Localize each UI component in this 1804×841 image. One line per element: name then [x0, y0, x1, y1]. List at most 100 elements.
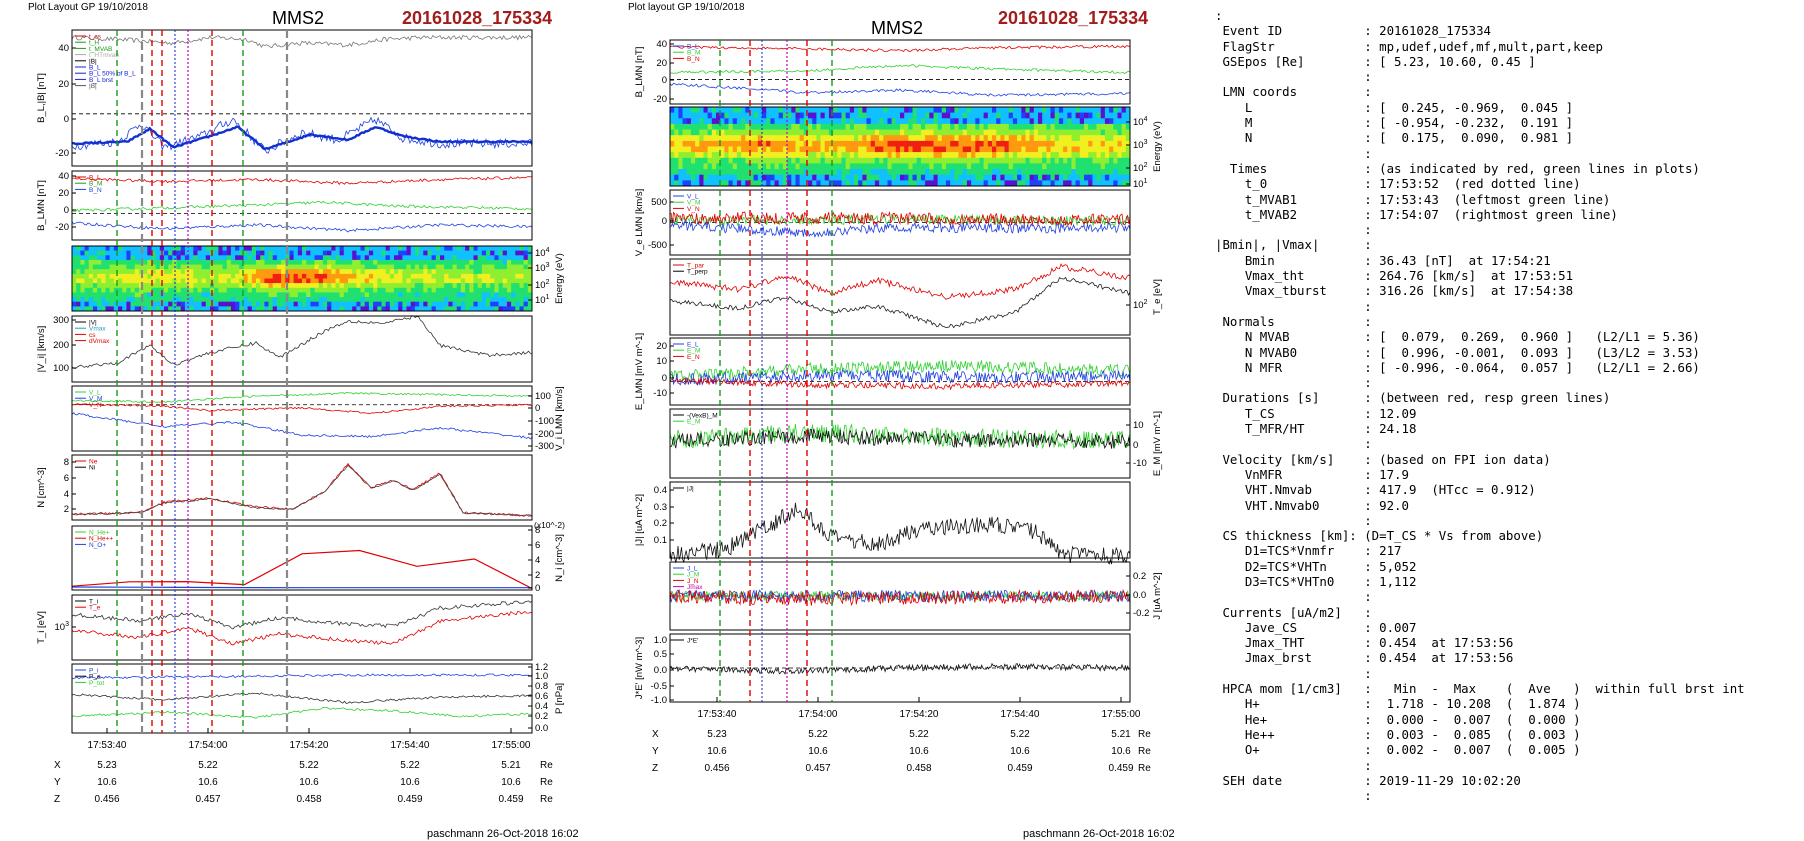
spectrogram-cell [1079, 123, 1085, 130]
spectrogram-cell [975, 140, 980, 147]
spectrogram-cell [682, 118, 688, 125]
spectrogram-cell [523, 292, 529, 298]
spectrogram-cell [481, 246, 487, 252]
spectrogram-cell [402, 292, 408, 298]
spectrogram-cell [97, 306, 102, 312]
spectrogram-cell [419, 250, 424, 256]
spectrogram-cell [1054, 129, 1060, 136]
spectrogram-cell [264, 269, 270, 275]
spectrogram-cell [147, 264, 152, 270]
spectrogram-cell [515, 306, 520, 312]
spectrogram-cell [118, 283, 123, 289]
spectrogram-cell [732, 180, 738, 187]
spectrogram-cell [515, 297, 520, 303]
spectrogram-cell [394, 255, 399, 261]
spectrogram-cell [297, 269, 303, 275]
spectrogram-cell [76, 259, 81, 265]
spectrogram-cell [1033, 152, 1039, 159]
spectrogram-cell [690, 123, 696, 130]
spectrogram-cell [159, 306, 165, 312]
spectrogram-cell [787, 129, 792, 136]
spectrogram-cell [678, 174, 684, 181]
spectrogram-cell [787, 157, 792, 164]
spectrogram-cell [912, 107, 918, 114]
spectrogram-cell [862, 118, 868, 125]
spectrogram-cell [465, 246, 470, 252]
spectrogram-cell [1063, 123, 1068, 130]
spectrogram-cell [762, 174, 767, 181]
ephemeris-value: 0.459 [397, 794, 422, 805]
spectrogram-cell [310, 264, 316, 270]
spectrogram-cell [423, 264, 428, 270]
spectrogram-cell [929, 129, 934, 136]
spectrogram-cell [695, 123, 700, 130]
y-scale-label: (x10^-2) [534, 520, 565, 530]
spectrogram-cell [841, 129, 847, 136]
spectrogram-cell [933, 118, 939, 125]
spectrogram-cell [1063, 169, 1068, 176]
spectrogram-cell [690, 163, 696, 170]
spectrogram-cell [473, 269, 479, 275]
spectrogram-cell [260, 273, 265, 279]
spectrogram-cell [795, 129, 801, 136]
spectrogram-cell [987, 135, 993, 142]
spectrogram-cell [716, 152, 721, 159]
spectrogram-cell [975, 169, 980, 176]
spectrogram-cell [870, 107, 876, 114]
spectrogram-cell [239, 297, 244, 303]
y-tick-label: -20 [55, 148, 69, 159]
spectrogram-cell [690, 135, 696, 142]
spectrogram-cell [1079, 112, 1085, 119]
spectrogram-cell [1058, 180, 1064, 187]
spectrogram-cell [427, 269, 433, 275]
spectrogram-cell [302, 306, 307, 312]
ephemeris-value: 10.6 [1111, 746, 1131, 757]
spectrogram-cell [226, 283, 232, 289]
spectrogram-cell [941, 163, 947, 170]
spectrogram-cell [1113, 174, 1118, 181]
spectrogram-cell [820, 107, 826, 114]
spectrogram-cell [293, 250, 299, 256]
spectrogram-cell [143, 283, 148, 289]
spectrogram-cell [126, 273, 132, 279]
spectrogram-cell [711, 174, 717, 181]
spectrogram-cell [168, 273, 173, 279]
spectrogram-cell [954, 129, 960, 136]
spectrogram-cell [979, 169, 985, 176]
spectrogram-cell [795, 174, 801, 181]
spectrogram-cell [272, 297, 278, 303]
spectrogram-cell [247, 259, 253, 265]
spectrogram-cell [419, 301, 424, 307]
spectrogram-cell [293, 301, 299, 307]
spectrogram-cell [84, 283, 90, 289]
spectrogram-cell [1004, 174, 1010, 181]
spectrogram-cell [895, 118, 901, 125]
spectrogram-cell [243, 306, 249, 312]
spectrogram-cell [816, 140, 822, 147]
spectrogram-cell [80, 250, 86, 256]
spectrogram-cell [770, 157, 776, 164]
series-line-3 [71, 221, 533, 233]
spectrogram-cell [1046, 169, 1052, 176]
spectrogram-cell [1079, 140, 1085, 147]
spectrogram-cell [134, 264, 140, 270]
spectrogram-cell [364, 259, 370, 265]
spectrogram-cell [410, 292, 416, 298]
series-line-3 [71, 706, 533, 719]
spectrogram-cell [151, 306, 157, 312]
spectrogram-cell [268, 269, 274, 275]
spectrogram-cell [849, 140, 855, 147]
spectrogram-cell [289, 255, 295, 261]
spectrogram-cell [448, 301, 454, 307]
spectrogram-cell [172, 246, 178, 252]
spectrogram-cell [511, 301, 516, 307]
spectrogram-cell [389, 283, 395, 289]
spectrogram-cell [251, 273, 257, 279]
spectrogram-cell [971, 112, 976, 119]
spectrogram-cell [481, 283, 487, 289]
series-line-3 [71, 125, 533, 151]
spectrogram-cell [419, 273, 424, 279]
tick-exponent: 1 [1144, 178, 1148, 185]
spectrogram-cell [1021, 107, 1026, 114]
spectrogram-cell [1012, 146, 1018, 153]
